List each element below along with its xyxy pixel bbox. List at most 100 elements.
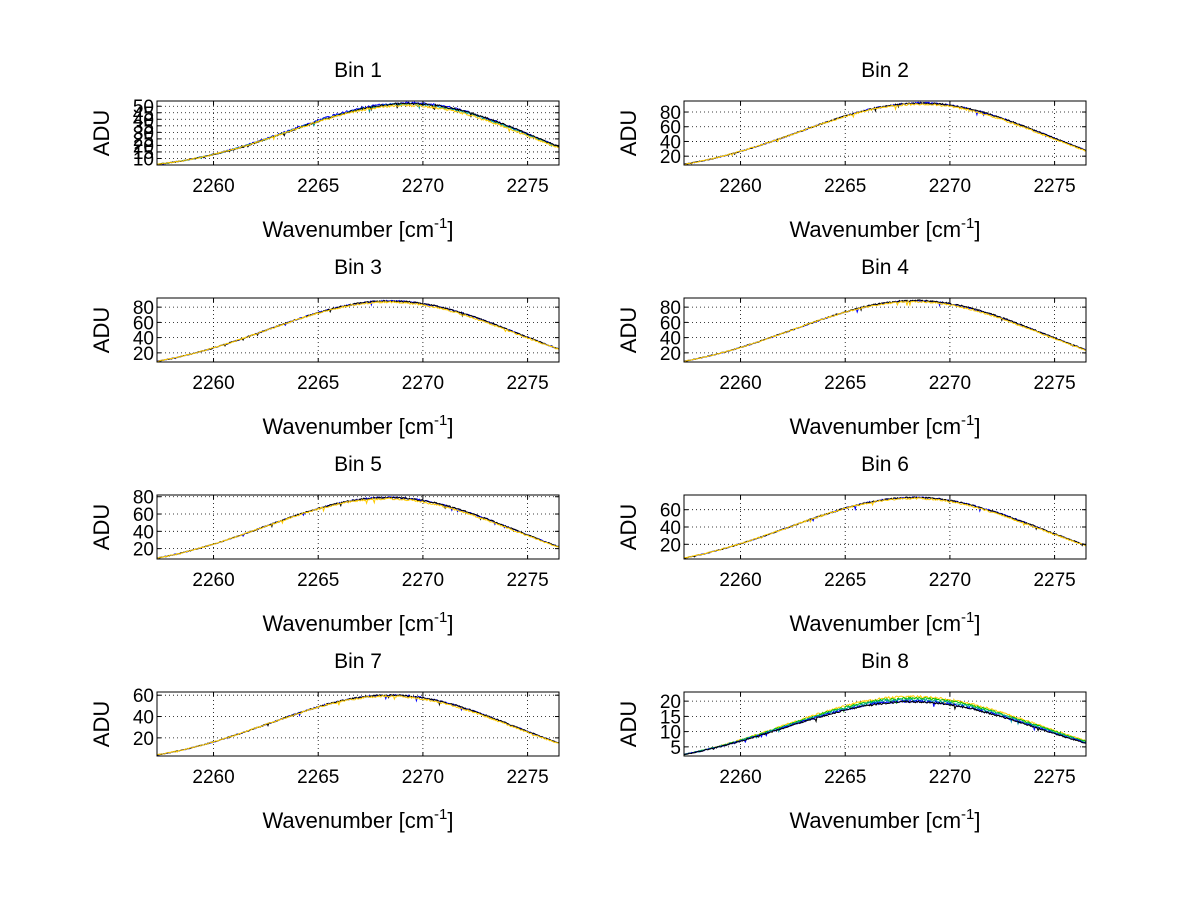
y-tick-label: 20	[133, 344, 154, 365]
y-tick-label: 25	[133, 130, 154, 151]
y-tick-label: 80	[133, 488, 154, 509]
plot-frame	[156, 100, 560, 166]
series-line-yellow	[683, 300, 1087, 362]
subplot-title: Bin 1	[334, 59, 382, 82]
x-tick-label: 2275	[506, 767, 548, 788]
y-tick-label: 60	[660, 313, 681, 334]
x-tick-label: 2265	[297, 176, 339, 197]
subplot-title: Bin 7	[334, 650, 382, 673]
x-tick-label: 2275	[506, 176, 548, 197]
y-tick-label: 60	[660, 118, 681, 139]
y-tick-label: 10	[133, 149, 154, 170]
y-tick-label: 50	[133, 97, 154, 118]
y-tick-label: 80	[133, 298, 154, 319]
plot-frame	[683, 297, 1087, 363]
y-tick-label: 20	[660, 692, 681, 713]
y-tick-label: 10	[660, 723, 681, 744]
x-tick-label: 2270	[929, 570, 971, 591]
y-tick-label: 60	[133, 686, 154, 707]
x-tick-label: 2265	[824, 767, 866, 788]
plot-frame	[156, 691, 560, 757]
x-tick-label: 2260	[192, 176, 234, 197]
series-line-yellow	[157, 497, 560, 559]
x-axis-label: Wavenumber [cm-1]	[262, 609, 453, 636]
y-axis-label: ADU	[616, 701, 641, 747]
series-line-yellow	[156, 300, 560, 362]
y-tick-label: 20	[133, 540, 154, 561]
x-tick-label: 2260	[192, 767, 234, 788]
x-tick-label: 2275	[506, 373, 548, 394]
y-tick-label: 30	[133, 123, 154, 144]
x-tick-label: 2265	[297, 373, 339, 394]
x-tick-label: 2270	[929, 767, 971, 788]
x-tick-label: 2270	[929, 373, 971, 394]
y-tick-label: 40	[133, 110, 154, 131]
x-axis-label: Wavenumber [cm-1]	[789, 412, 980, 439]
y-tick-label: 5	[670, 738, 681, 759]
y-tick-label: 20	[660, 535, 681, 556]
x-axis-label: Wavenumber [cm-1]	[789, 609, 980, 636]
subplot-title: Bin 6	[861, 453, 909, 476]
series-line-black	[684, 700, 1087, 755]
x-tick-label: 2275	[1033, 570, 1075, 591]
x-tick-label: 2260	[719, 176, 761, 197]
y-tick-label: 80	[660, 103, 681, 124]
x-axis-label: Wavenumber [cm-1]	[262, 806, 453, 833]
x-tick-label: 2260	[192, 570, 234, 591]
y-tick-label: 20	[660, 147, 681, 168]
y-tick-label: 40	[660, 329, 681, 350]
plot-frame	[683, 691, 1087, 757]
subplot-title: Bin 2	[861, 59, 909, 82]
x-tick-label: 2260	[192, 373, 234, 394]
series-line-yellow	[156, 103, 560, 165]
x-tick-label: 2270	[402, 767, 444, 788]
y-tick-label: 60	[133, 505, 154, 526]
x-tick-label: 2260	[719, 373, 761, 394]
x-tick-label: 2265	[824, 373, 866, 394]
y-axis-label: ADU	[616, 110, 641, 156]
x-tick-label: 2270	[402, 373, 444, 394]
y-tick-label: 20	[660, 344, 681, 365]
plot-frame	[156, 494, 560, 560]
x-tick-label: 2270	[402, 570, 444, 591]
y-tick-label: 80	[660, 298, 681, 319]
plot-frame	[156, 297, 560, 363]
x-axis-label: Wavenumber [cm-1]	[789, 215, 980, 242]
subplot-title: Bin 4	[861, 256, 909, 279]
x-tick-label: 2260	[719, 570, 761, 591]
x-tick-label: 2275	[506, 570, 548, 591]
x-tick-label: 2265	[824, 176, 866, 197]
y-axis-label: ADU	[89, 504, 114, 550]
y-axis-label: ADU	[89, 307, 114, 353]
x-tick-label: 2270	[929, 176, 971, 197]
y-tick-label: 15	[133, 143, 154, 164]
y-tick-label: 15	[660, 707, 681, 728]
y-tick-label: 40	[660, 518, 681, 539]
y-axis-label: ADU	[89, 110, 114, 156]
plot-frame	[683, 100, 1087, 166]
y-tick-label: 20	[133, 136, 154, 157]
y-tick-label: 40	[133, 522, 154, 543]
series-line-black	[156, 299, 560, 363]
y-tick-label: 40	[133, 708, 154, 729]
subplot-title: Bin 3	[334, 256, 382, 279]
x-tick-label: 2275	[1033, 767, 1075, 788]
y-axis-label: ADU	[89, 701, 114, 747]
x-tick-label: 2275	[1033, 373, 1075, 394]
y-axis-label: ADU	[616, 307, 641, 353]
x-tick-label: 2270	[402, 176, 444, 197]
subplot-title: Bin 5	[334, 453, 382, 476]
y-tick-label: 35	[133, 117, 154, 138]
y-tick-label: 20	[133, 729, 154, 750]
y-tick-label: 45	[133, 104, 154, 125]
